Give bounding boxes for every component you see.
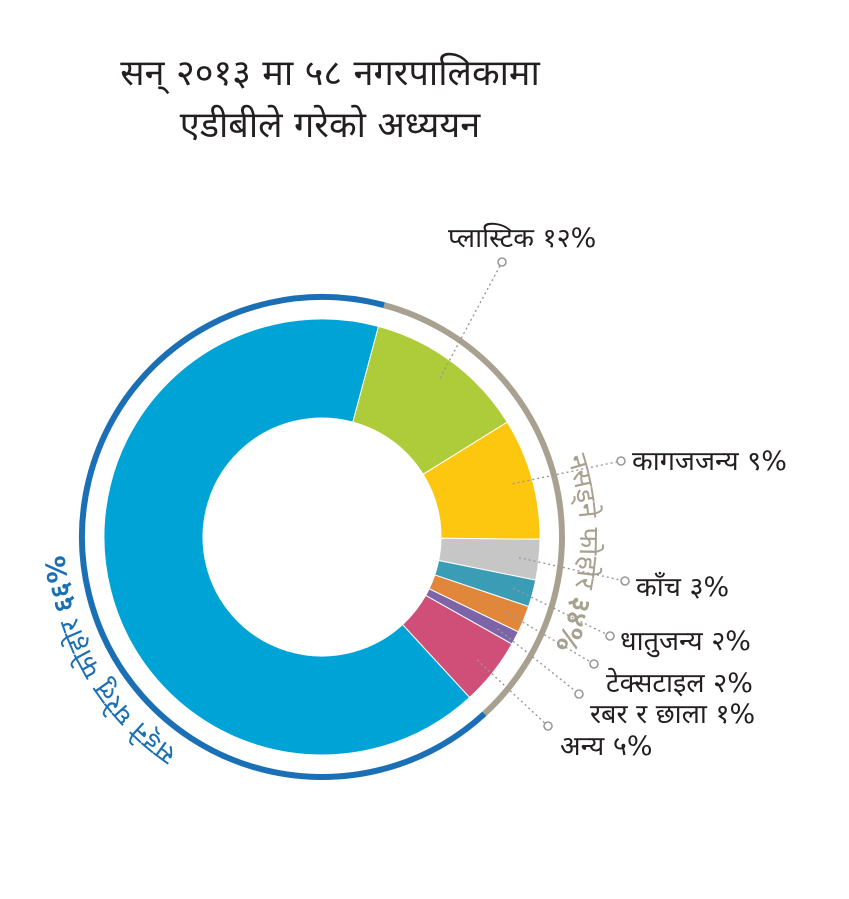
- leader-dot-7: [543, 721, 553, 731]
- slice-label-2: कागजजन्य ९%: [632, 446, 787, 477]
- leader-dot-4: [605, 631, 615, 641]
- leader-dot-1: [497, 257, 507, 267]
- leader-dot-6: [574, 689, 584, 699]
- group-label-non-biodegradable-text: नसड्ने फोहोर: [561, 450, 605, 600]
- leader-line-1: [439, 261, 503, 379]
- chart-title-line-2: एडीबीले गरेको अध्ययन: [179, 105, 481, 146]
- ring-biodegradable: [79, 294, 487, 780]
- group-label-non-biodegradable-pct: ३४%: [549, 594, 597, 657]
- leader-line-7: [476, 659, 549, 727]
- slice-label-6: रबर र छाला १%: [590, 699, 755, 730]
- chart-title-line-1: सन् २०१३ मा ५८ नगरपालिकामा: [120, 53, 540, 94]
- slice-label-5: टेक्सटाइल २%: [606, 667, 753, 699]
- leader-lines: [439, 257, 630, 731]
- donut-hole: [203, 418, 441, 656]
- leader-line-2: [512, 460, 622, 485]
- slice-label-7: अन्य ५%: [560, 731, 653, 762]
- group-rings: [79, 294, 565, 780]
- leader-dot-2: [616, 456, 626, 466]
- slice-label-1: प्लास्टिक १२%: [448, 222, 596, 254]
- group-label-biodegradable-pct: ६६%: [40, 554, 81, 615]
- slice-label-3: काँच ३%: [636, 571, 729, 603]
- leader-line-5: [504, 611, 595, 665]
- slice-label-4: धातुजन्य २%: [620, 626, 751, 658]
- chart-title: सन् २०१३ मा ५८ नगरपालिकामा एडीबीले गरेको…: [0, 48, 660, 152]
- slice-labels: प्लास्टिक १२% कागजजन्य ९% काँच ३% धातुजन्य …: [448, 222, 787, 762]
- ring-non-biodegradable: [383, 302, 565, 716]
- leader-dot-5: [589, 659, 599, 669]
- leader-line-3: [518, 557, 626, 582]
- leader-dot-3: [620, 576, 630, 586]
